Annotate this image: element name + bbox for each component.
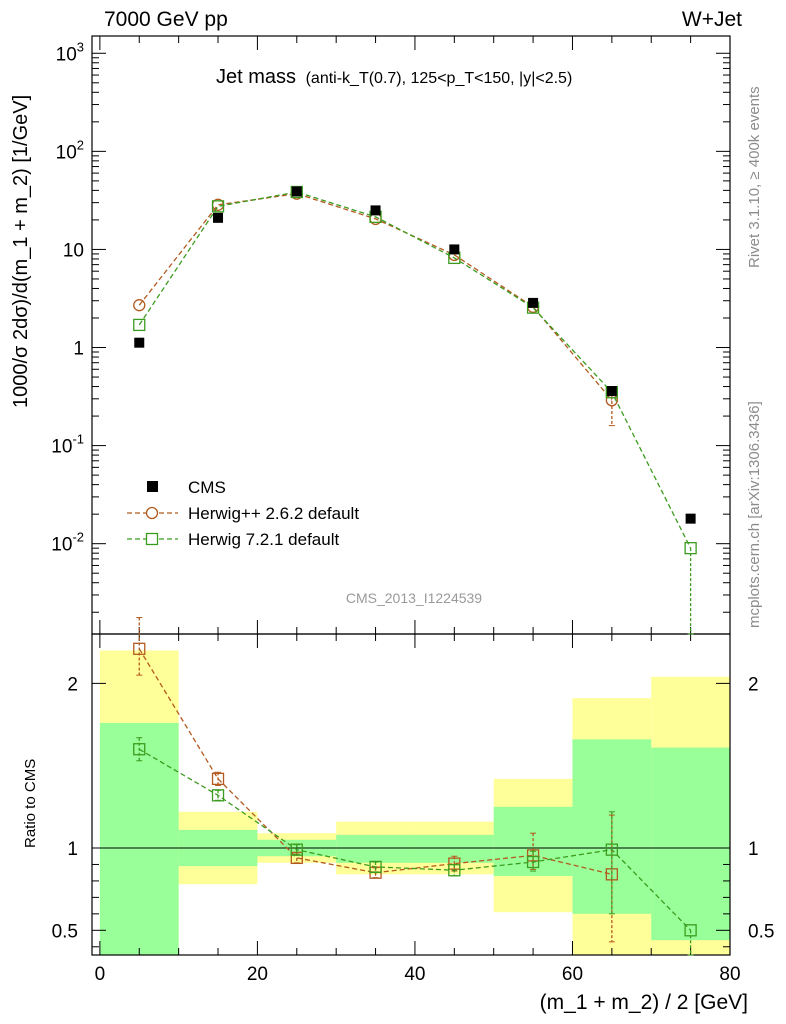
x-tick-label-80: 80	[719, 964, 740, 985]
legend-label-herwig7: Herwig 7.2.1 default	[188, 530, 339, 549]
x-tick-label-60: 60	[562, 964, 583, 985]
ratio-frame	[91, 633, 731, 956]
legend: CMS Herwig++ 2.6.2 default Herwig 7.2.1 …	[127, 478, 359, 549]
plot-title: Jet mass (anti-k_T(0.7), 125<p_T<150, |y…	[216, 66, 572, 88]
ratio-point-herwig7-2	[290, 843, 303, 856]
energy-label: 7000 GeV pp	[104, 8, 228, 31]
plot-title-sub: (anti-k_T(0.7), 125<p_T<150, |y|<2.5)	[306, 70, 573, 87]
y-tick-exponent: 3	[77, 39, 84, 54]
main-point-cms-1	[213, 212, 224, 223]
main-series-line-1	[138, 193, 613, 401]
ratio-point-herwig7-1	[211, 789, 225, 802]
process-label: W+Jet	[681, 8, 742, 31]
main-point-cms-3	[370, 205, 381, 216]
y-tick-label-main-1: 1	[73, 339, 84, 360]
ratio-point-herwig7-6	[605, 843, 619, 856]
y-axis-label-ratio: Ratio to CMS	[22, 758, 39, 848]
y-tick-exponent: 2	[77, 137, 84, 152]
ratio-point-herwig7-0	[133, 642, 146, 655]
y-tick-label-ratio-0.5: 0.5	[52, 921, 78, 942]
band-green-0	[99, 722, 179, 955]
y-tick-exponent: -2	[72, 530, 84, 545]
main-point-herwig7-7	[684, 542, 697, 555]
legend-marker-herwig7	[145, 532, 159, 546]
ratio-point-herwig7-1	[211, 772, 225, 786]
plot-title-main: Jet mass	[216, 66, 296, 88]
legend-marker-herwigpp	[145, 506, 159, 520]
main-point-cms-4	[449, 244, 460, 255]
main-point-herwig7-1	[211, 200, 225, 213]
y-tick-label-ratio-2: 2	[67, 674, 78, 695]
data-series	[133, 185, 697, 956]
y-tick-label-ratio-right-1: 1	[748, 839, 759, 860]
main-point-cms-5	[528, 297, 539, 308]
y-tick-label-main-10^3: 103	[56, 39, 84, 65]
main-point-cms-6	[606, 386, 617, 397]
rivet-version-label: Rivet 3.1.10, ≥ 400k events	[746, 86, 763, 268]
main-point-herwig7-0	[133, 318, 146, 332]
main-point-herwigpp-0	[133, 299, 146, 312]
y-tick-label-main-10^-2: 10-2	[51, 530, 84, 556]
y-axis-label-main: 1000/σ 2dσ)/d(m_1 + m_2) [1/GeV]	[10, 94, 32, 408]
y-tick-base: 10	[51, 437, 72, 458]
band-green-3	[336, 834, 415, 863]
ratio-point-herwig7-5	[526, 855, 540, 869]
x-tick-label-0: 0	[95, 964, 106, 985]
main-series-line-2	[138, 191, 692, 549]
y-tick-base: 10	[51, 535, 72, 556]
ratio-point-herwig7-7	[684, 924, 697, 937]
watermark: CMS_2013_I1224539	[346, 590, 482, 606]
main-point-cms-7	[685, 513, 696, 524]
y-tick-label-ratio-right-2: 2	[748, 674, 759, 695]
y-tick-base: 10	[56, 142, 77, 163]
ratio-point-herwig7-5	[526, 849, 540, 862]
ratio-point-herwig7-0	[133, 743, 146, 756]
y-tick-label-main-10^-1: 10-1	[51, 432, 84, 458]
legend-label-cms: CMS	[188, 478, 226, 497]
x-tick-label-40: 40	[404, 964, 425, 985]
ratio-point-herwig7-4	[448, 864, 461, 877]
band-green-7	[651, 747, 730, 941]
x-tick-label-20: 20	[247, 964, 268, 985]
y-tick-label-main-10^2: 102	[56, 137, 84, 163]
y-tick-base: 10	[56, 44, 77, 65]
y-tick-label-ratio-1: 1	[67, 839, 78, 860]
legend-marker-cms	[147, 481, 158, 492]
main-point-cms-0	[134, 337, 145, 348]
legend-label-herwigpp: Herwig++ 2.6.2 default	[188, 504, 359, 523]
main-point-cms-2	[291, 186, 302, 197]
ratio-series-line-2	[138, 748, 692, 931]
x-axis-label: (m_1 + m_2) / 2 [GeV]	[540, 991, 748, 1014]
y-tick-label-main-10: 10	[63, 240, 84, 261]
ratio-point-herwig7-3	[369, 860, 382, 874]
source-label: mcplots.cern.ch [arXiv:1306.3436]	[746, 401, 763, 628]
y-tick-exponent: -1	[72, 432, 84, 447]
ratio-point-herwig7-4	[448, 857, 461, 870]
ratio-uncertainty-bands	[99, 650, 730, 955]
y-tick-label-ratio-right-0.5: 0.5	[748, 921, 774, 942]
